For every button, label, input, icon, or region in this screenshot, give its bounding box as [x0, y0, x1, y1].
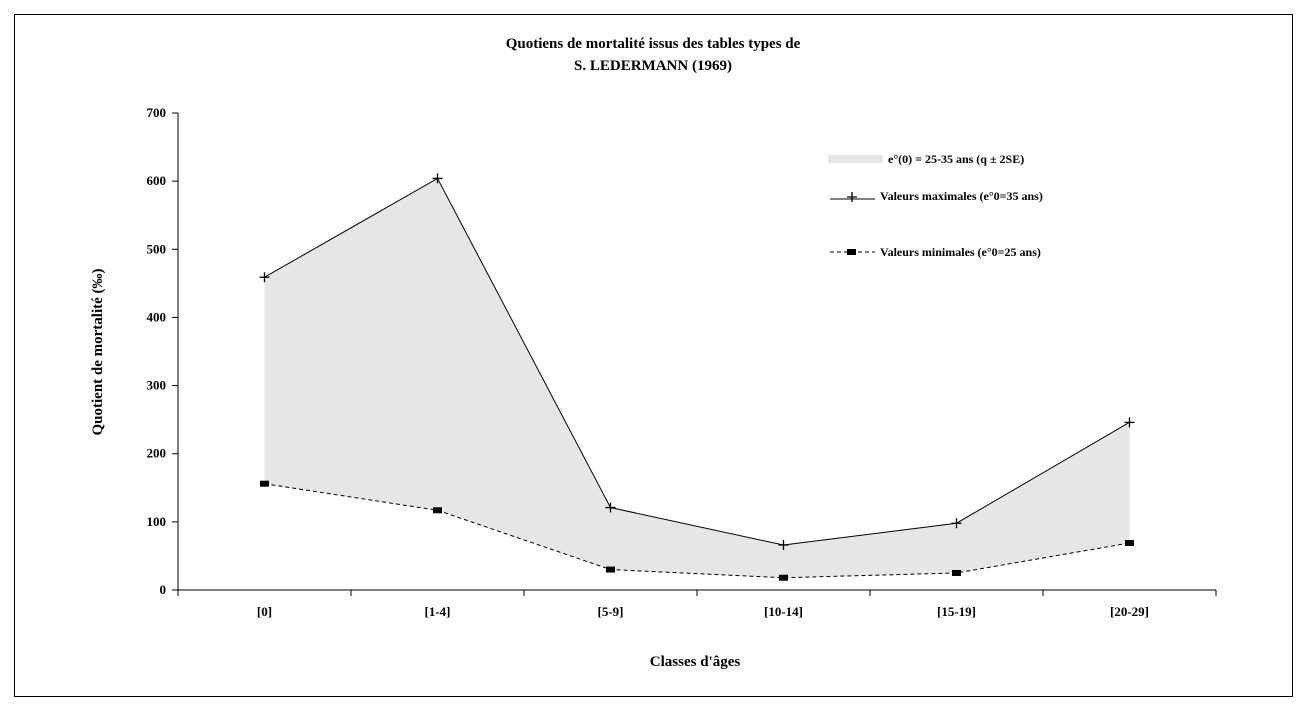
- min-point-5: [1125, 539, 1134, 546]
- legend-band-swatch: [828, 155, 883, 163]
- y-tick-label-700: 700: [147, 105, 167, 120]
- legend-min-marker: [847, 249, 856, 255]
- max-point-1: [432, 173, 443, 184]
- legend-min-label: Valeurs minimales (e°0=25 ans): [880, 245, 1041, 259]
- x-tick-label-2: [5-9]: [598, 604, 624, 619]
- max-point-4: [951, 518, 962, 529]
- series-min-line: [264, 483, 1130, 579]
- min-point-0: [260, 480, 269, 487]
- x-axis-label: Classes d'âges: [650, 654, 741, 670]
- y-tick-label-200: 200: [147, 446, 167, 461]
- x-tick-label-3: [10-14]: [764, 604, 803, 619]
- band-area: [264, 178, 1130, 578]
- y-tick-label-100: 100: [147, 514, 167, 529]
- x-tick-label-0: [0]: [257, 604, 272, 619]
- min-point-2: [606, 566, 615, 573]
- y-tick-label-400: 400: [147, 309, 167, 324]
- min-point-3: [779, 574, 788, 581]
- y-tick-label-300: 300: [147, 378, 167, 393]
- y-tick-label-500: 500: [147, 241, 167, 256]
- max-point-5: [1124, 417, 1135, 428]
- max-point-3: [778, 540, 789, 551]
- chart-title-line-2: S. LEDERMANN (1969): [574, 58, 732, 74]
- min-point-4: [952, 569, 961, 576]
- axes: 0 100 200 300 400 500 600 700 [0] [1-4] [5-9] [10-1…: [147, 105, 1217, 619]
- series-max-line: [264, 177, 1130, 546]
- min-point-1: [433, 507, 442, 514]
- y-axis-label: Quotient de mortalité (‰): [90, 268, 106, 435]
- series-markers: [259, 173, 1135, 581]
- y-tick-label-0: 0: [160, 582, 167, 597]
- chart-frame: [14, 14, 1293, 697]
- legend-max-marker: [847, 192, 857, 202]
- max-point-0: [259, 272, 270, 283]
- series-lines: [264, 177, 1130, 579]
- x-tick-label-4: [15-19]: [937, 604, 976, 619]
- band-polygon: [264, 178, 1130, 578]
- legend: e°(0) = 25-35 ans (q ± 2SE) Valeurs maxi…: [828, 152, 1043, 259]
- legend-band-label: e°(0) = 25-35 ans (q ± 2SE): [888, 152, 1024, 166]
- max-point-2: [605, 502, 616, 513]
- legend-max-label: Valeurs maximales (e°0=35 ans): [880, 189, 1043, 203]
- x-tick-label-5: [20-29]: [1110, 604, 1149, 619]
- y-tick-label-600: 600: [147, 173, 167, 188]
- chart-title-line-1: Quotiens de mortalité issus des tables t…: [506, 36, 801, 52]
- x-tick-label-1: [1-4]: [425, 604, 451, 619]
